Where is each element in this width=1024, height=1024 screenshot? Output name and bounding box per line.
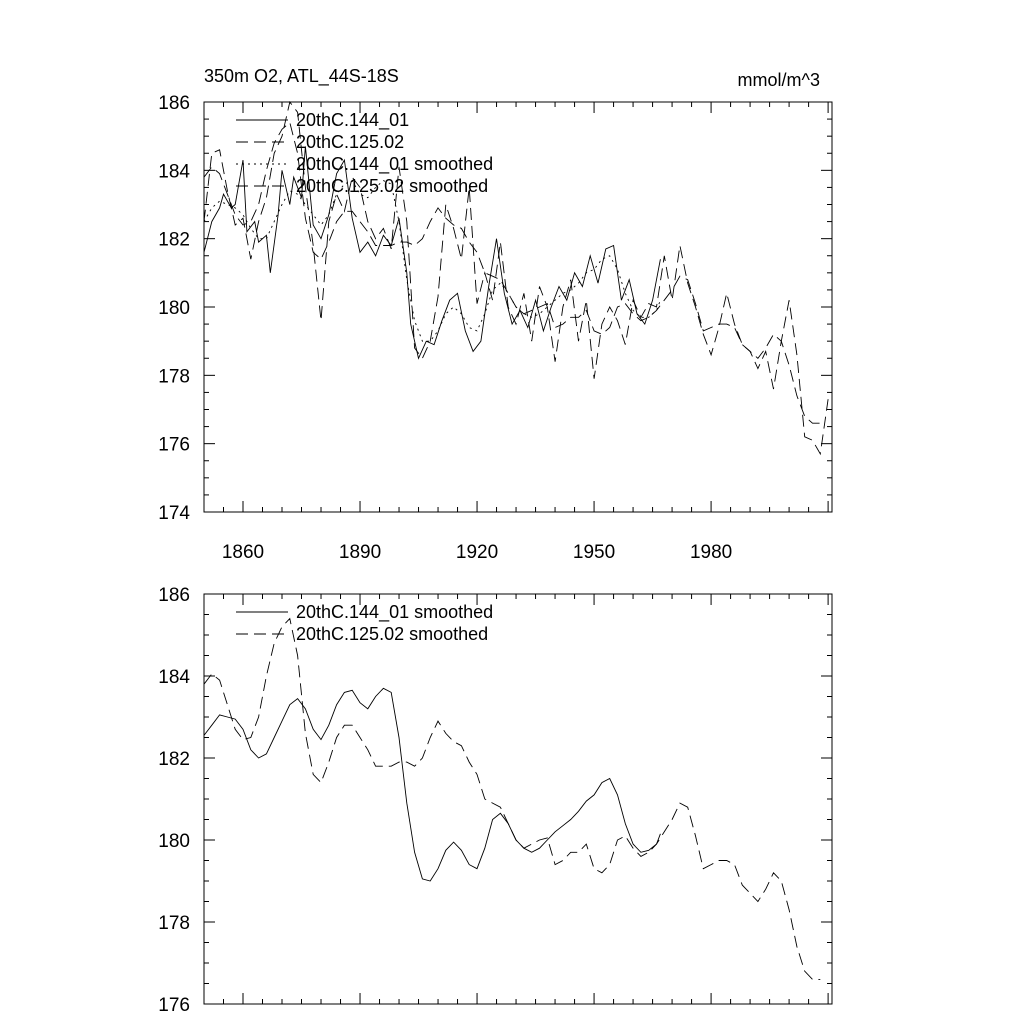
y-tick-label: 180 [158, 298, 190, 319]
series-line [203, 121, 821, 424]
y-tick-label: 178 [158, 366, 190, 387]
y-tick-label: 180 [158, 831, 190, 852]
legend-label: 20thC.144_01 smoothed [296, 154, 493, 175]
y-tick-label: 186 [158, 585, 190, 606]
series-line [203, 687, 661, 882]
x-tick-label: 1980 [690, 542, 732, 563]
legend-label: 20thC.125.02 smoothed [296, 624, 488, 644]
y-tick-label: 186 [158, 93, 190, 114]
y-tick-label: 184 [158, 667, 190, 688]
x-tick-label: 1890 [339, 542, 381, 563]
legend-label: 20thC.125.02 smoothed [296, 176, 488, 196]
y-tick-label: 184 [158, 161, 190, 182]
bottom-panel: 176 178 180 182 184 186 20thC.144_01 smoothed2… [158, 585, 833, 1016]
series-line [203, 146, 661, 360]
x-tick-label: 1860 [222, 542, 264, 563]
y-tick-label: 176 [158, 435, 190, 456]
legend-label: 20thC.125.02 [296, 132, 404, 152]
y-tick-label: 182 [158, 230, 190, 251]
y-tick-label: 182 [158, 749, 190, 770]
plot-frame [203, 593, 833, 1005]
legend-label: 20thC.144_01 [296, 110, 409, 131]
x-tick-label: 1950 [573, 542, 615, 563]
y-tick-label: 174 [158, 503, 190, 524]
series-line [203, 100, 829, 456]
chart-title: 350m O2, ATL_44S-18S [204, 66, 399, 87]
y-tick-label: 178 [158, 913, 190, 934]
legend-label: 20thC.144_01 smoothed [296, 602, 493, 623]
x-tick-label: 1920 [456, 542, 498, 563]
top-panel: 350m O2, ATL_44S-18S mmol/m^3 174 176 178 1… [158, 66, 833, 563]
units-label: mmol/m^3 [738, 70, 820, 90]
y-tick-label: 176 [158, 995, 190, 1016]
series-line [203, 617, 821, 980]
